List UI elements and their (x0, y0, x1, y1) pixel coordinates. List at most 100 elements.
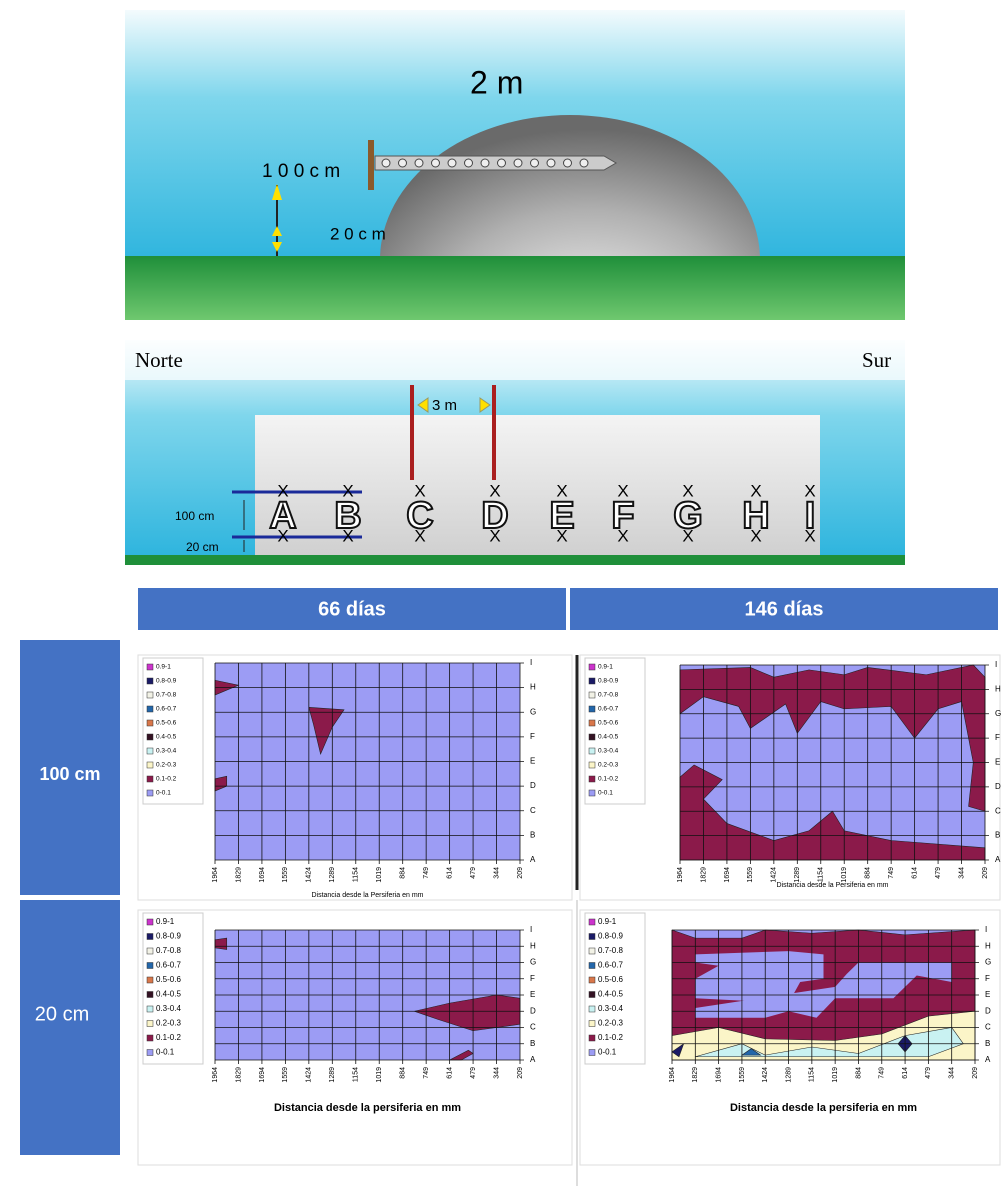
x-tick-label: 1559 (282, 1067, 289, 1083)
x-tick-label: 1964 (669, 1067, 676, 1083)
contour-region (214, 937, 228, 950)
legend-label: 0.6-0.7 (156, 961, 181, 970)
y-tick-label: B (530, 1039, 535, 1048)
x-tick-label: 1154 (818, 867, 825, 882)
y-tick-label: C (530, 1023, 536, 1032)
north-label: Norte (135, 348, 183, 372)
legend-swatch (588, 991, 596, 998)
y-tick-label: G (530, 958, 536, 967)
panels: 1964 1829 1694 1559 1424 1289 1154 1019 884 749 61… (137, 654, 1001, 1166)
probe-hole (579, 158, 589, 168)
legend-label: 0.1-0.2 (598, 1033, 623, 1042)
x-tick-label: 1829 (700, 867, 707, 883)
x-tick-label: 1289 (785, 1067, 792, 1083)
x-tick-label: 1829 (235, 867, 242, 883)
legend-swatch (146, 761, 154, 769)
marker: X (277, 481, 288, 500)
y-tick-label: H (530, 683, 536, 692)
x-tick-label: 749 (879, 1067, 886, 1079)
column-header (138, 588, 566, 630)
marker: X (414, 526, 425, 545)
probe-hole (381, 158, 391, 168)
y-tick-label: E (530, 990, 535, 999)
contour-region (308, 706, 345, 756)
legend-swatch (146, 933, 154, 940)
x-tick-label: 1019 (376, 1067, 383, 1083)
legend-label: 0.1-0.2 (156, 1033, 181, 1042)
legend-swatch (588, 933, 596, 940)
x-tick-label: 1964 (212, 1067, 219, 1083)
x-tick-label: 884 (400, 1067, 407, 1079)
y-tick-label: B (985, 1039, 990, 1048)
legend-label: 0-0.1 (156, 790, 171, 797)
legend-swatch (588, 705, 596, 713)
x-tick-label: 1694 (259, 867, 266, 883)
legend-swatch (588, 918, 596, 926)
x-tick-label: 1424 (762, 1067, 769, 1083)
legend-swatch (588, 789, 596, 797)
x-tick-label: 1019 (841, 867, 848, 883)
legend-swatch (588, 663, 596, 671)
y-tick-label: F (530, 732, 535, 741)
x-tick-label: 1154 (809, 1067, 816, 1082)
contour-panel: 1964 1829 1694 1559 1424 1289 1154 1019 884 749 61… (137, 654, 573, 901)
legend-label: 0-0.1 (156, 1048, 175, 1057)
legend-swatch (146, 991, 154, 998)
legend-label: 0.1-0.2 (156, 776, 177, 783)
legend-swatch (588, 947, 596, 955)
wall (255, 415, 820, 555)
legend-swatch (146, 947, 154, 955)
legend-swatch (146, 976, 154, 984)
x-axis-label: Distancia desde la Persiferia en mm (776, 882, 888, 889)
x-axis-label: Distancia desde la persiferia en mm (274, 1102, 461, 1114)
legend-label: 0.2-0.3 (156, 762, 177, 769)
x-tick-label: 884 (865, 867, 872, 879)
sky-top (125, 340, 905, 380)
position-label: B (334, 495, 361, 537)
legend-swatch (588, 1005, 596, 1013)
y-tick-label: I (985, 925, 987, 934)
marker: X (682, 526, 693, 545)
y-tick-label: I (530, 925, 532, 934)
y-tick-label: D (985, 1006, 991, 1015)
y-tick-label: C (985, 1023, 991, 1032)
marker: X (414, 481, 425, 500)
y-tick-label: C (995, 806, 1001, 815)
marker: X (489, 481, 500, 500)
legend-label: 0-0.1 (598, 790, 613, 797)
contour-region (695, 962, 952, 1018)
arrows (272, 184, 282, 252)
y-tick-label: A (530, 1055, 536, 1064)
legend-swatch (146, 705, 154, 713)
x-tick-label: 1019 (832, 1067, 839, 1083)
marker: X (750, 481, 761, 500)
legend-swatch (588, 677, 596, 685)
position-label: E (549, 495, 574, 537)
position-label: A (269, 495, 296, 537)
probe-hole (563, 158, 572, 168)
x-tick-label: 1559 (739, 1067, 746, 1083)
y-tick-label: F (530, 974, 535, 983)
marker: X (804, 526, 815, 545)
legend-label: 0.7-0.8 (156, 946, 181, 955)
y-tick-label: F (985, 974, 990, 983)
legend-swatch (588, 1049, 596, 1056)
legend-swatch (146, 775, 154, 783)
y-tick-label: B (530, 830, 535, 839)
x-tick-label: 884 (400, 867, 407, 879)
upper-label: 1 0 0 c m (262, 161, 340, 182)
x-tick-label: 344 (949, 1067, 956, 1079)
probe-hole (530, 158, 539, 168)
column-label: 66 días (318, 598, 386, 620)
x-tick-label: 344 (493, 1067, 500, 1079)
x-tick-label: 614 (446, 867, 453, 879)
x-tick-label: 1424 (771, 867, 778, 883)
legend-swatch (146, 1005, 154, 1013)
y-tick-label: A (530, 855, 536, 864)
y-tick-label: A (985, 1055, 991, 1064)
y-tick-label: I (530, 658, 532, 667)
column-header (570, 588, 998, 630)
dome (380, 115, 760, 256)
x-tick-label: 1424 (306, 867, 313, 883)
